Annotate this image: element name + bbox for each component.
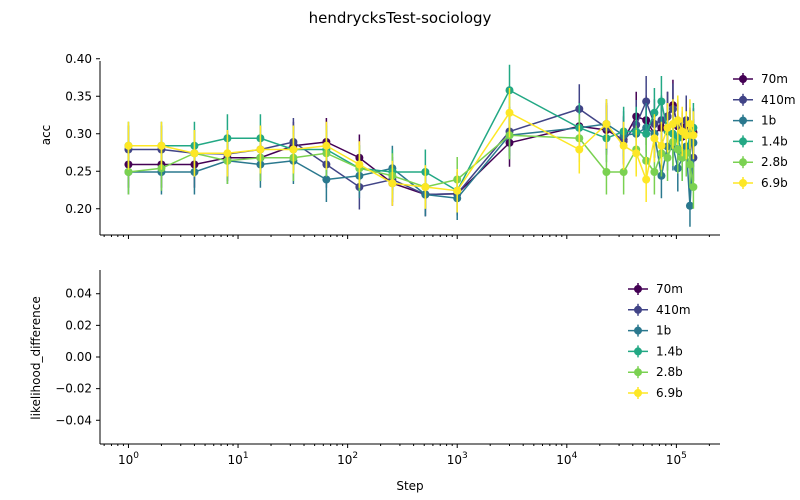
chart-title: hendrycksTest-sociology bbox=[309, 9, 492, 27]
legend-label-2.8b: 2.8b bbox=[656, 365, 683, 379]
y-tick-label: 0.40 bbox=[65, 52, 92, 66]
y-tick-label: 0.02 bbox=[65, 318, 92, 332]
likelihood-panel: −0.04 −0.02 0.00 0.02 0.04 100 101 102 103 104 105… bbox=[29, 270, 720, 467]
data-point-1.4b bbox=[650, 108, 659, 117]
legend-swatch-marker bbox=[634, 368, 642, 377]
data-point-6.9b bbox=[602, 120, 611, 128]
data-point-6.9b bbox=[575, 145, 584, 154]
y-tick-label: 0.35 bbox=[65, 89, 92, 103]
data-point-6.9b bbox=[689, 131, 698, 140]
series-line-70m bbox=[128, 103, 694, 196]
data-point-6.9b bbox=[682, 131, 691, 140]
data-point-6.9b bbox=[190, 149, 199, 158]
x-tick-label: 104 bbox=[556, 451, 577, 467]
legend-label-1.4b: 1.4b bbox=[656, 344, 683, 358]
data-point-1.4b bbox=[657, 97, 666, 106]
data-point-6.9b bbox=[642, 175, 651, 184]
data-point-2.8b bbox=[663, 153, 672, 162]
data-point-6.9b bbox=[673, 116, 682, 125]
legend-label-1b: 1b bbox=[761, 114, 776, 128]
data-point-6.9b bbox=[421, 183, 430, 191]
legend: 70m 410m 1b 1.4b 2.8b 6.9b bbox=[628, 282, 691, 400]
data-point-6.9b bbox=[505, 108, 514, 117]
legend-swatch-marker bbox=[634, 326, 642, 335]
y-tick-label: 0.04 bbox=[65, 287, 92, 301]
data-point-6.9b bbox=[632, 149, 641, 158]
legend-label-410m: 410m bbox=[761, 93, 796, 107]
x-tick-label: 102 bbox=[337, 451, 358, 467]
y-tick-label: 0.30 bbox=[65, 127, 92, 141]
data-point-410m bbox=[642, 97, 651, 106]
legend-swatch-marker bbox=[739, 95, 747, 104]
legend-label-2.8b: 2.8b bbox=[761, 155, 788, 169]
legend-label-1b: 1b bbox=[656, 324, 671, 338]
legend-swatch-marker bbox=[634, 305, 642, 314]
legend-label-6.9b: 6.9b bbox=[656, 386, 683, 400]
likelihood-plot-area: −0.04 −0.02 0.00 0.02 0.04 100 101 102 103 104 105… bbox=[55, 270, 720, 467]
data-point-6.9b bbox=[124, 141, 133, 150]
likelihood-ylabel: likelihood_difference bbox=[29, 296, 43, 419]
data-point-1.4b bbox=[642, 129, 651, 138]
x-tick-label: 103 bbox=[447, 451, 468, 467]
legend-swatch-marker bbox=[739, 137, 747, 146]
data-point-6.9b bbox=[453, 186, 462, 195]
data-point-2.8b bbox=[124, 168, 133, 176]
data-point-6.9b bbox=[619, 141, 628, 150]
data-point-6.9b bbox=[289, 145, 298, 154]
x-tick-label: 105 bbox=[666, 451, 687, 467]
y-tick-label: −0.04 bbox=[55, 413, 92, 427]
data-point-6.9b bbox=[388, 179, 397, 188]
data-point-2.8b bbox=[619, 168, 628, 176]
legend-swatch-marker bbox=[634, 347, 642, 356]
legend-swatch-marker bbox=[739, 75, 747, 83]
legend-swatch-marker bbox=[739, 158, 747, 167]
y-tick-label: 0.00 bbox=[65, 350, 92, 364]
data-point-2.8b bbox=[689, 183, 698, 191]
data-point-1b bbox=[685, 201, 694, 210]
acc-panel: 0.20 0.25 0.30 0.35 0.40 70m 410m 1b 1.4b 2.8b 6.9… bbox=[39, 52, 796, 239]
legend-label-410m: 410m bbox=[656, 303, 691, 317]
data-point-2.8b bbox=[685, 160, 694, 169]
acc-plot-area: 0.20 0.25 0.30 0.35 0.40 70m 410m 1b 1.4b 2.8b 6.9… bbox=[65, 52, 796, 239]
y-tick-label: −0.02 bbox=[55, 382, 92, 396]
data-point-6.9b bbox=[657, 141, 666, 150]
data-point-2.8b bbox=[673, 145, 682, 154]
data-point-6.9b bbox=[685, 120, 694, 128]
acc-ylabel: acc bbox=[39, 125, 53, 146]
data-point-6.9b bbox=[355, 160, 364, 169]
legend-swatch-marker bbox=[739, 179, 747, 187]
legend-swatch-marker bbox=[739, 116, 747, 125]
legend-swatch-marker bbox=[634, 389, 642, 397]
data-point-1b bbox=[322, 175, 331, 184]
x-tick-label: 101 bbox=[228, 451, 249, 467]
y-tick-label: 0.20 bbox=[65, 202, 92, 216]
data-point-6.9b bbox=[650, 134, 659, 143]
legend: 70m 410m 1b 1.4b 2.8b 6.9b bbox=[733, 72, 796, 190]
legend-label-6.9b: 6.9b bbox=[761, 176, 788, 190]
data-point-6.9b bbox=[322, 141, 331, 150]
data-point-6.9b bbox=[256, 145, 265, 154]
data-point-6.9b bbox=[223, 149, 232, 158]
legend-label-1.4b: 1.4b bbox=[761, 134, 788, 148]
data-point-6.9b bbox=[157, 141, 166, 150]
x-axis-label: Step bbox=[396, 479, 423, 493]
x-tick-label: 100 bbox=[118, 451, 139, 467]
data-point-2.8b bbox=[602, 168, 611, 176]
legend-label-70m: 70m bbox=[761, 72, 788, 86]
legend-swatch-marker bbox=[634, 285, 642, 293]
legend-label-70m: 70m bbox=[656, 282, 683, 296]
data-point-2.8b bbox=[650, 168, 659, 176]
series-line-410m bbox=[128, 99, 695, 196]
y-tick-label: 0.25 bbox=[65, 164, 92, 178]
